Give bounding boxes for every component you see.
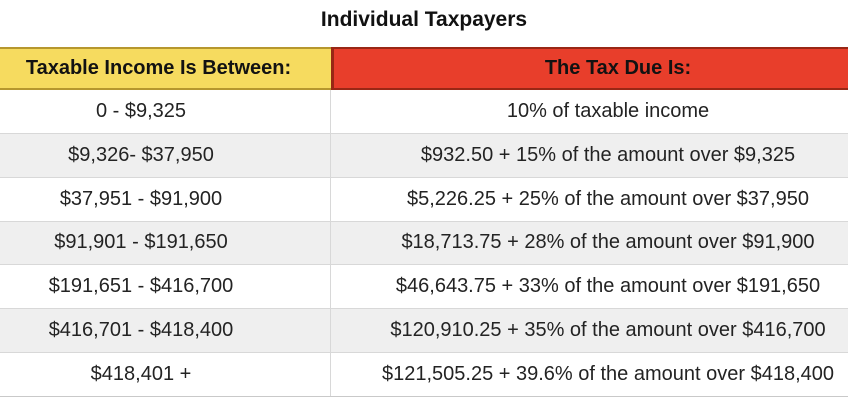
income-range-cell: $418,401 + bbox=[0, 353, 331, 396]
income-range-cell: $416,701 - $418,400 bbox=[0, 309, 331, 353]
header-tax-due: The Tax Due Is: bbox=[331, 47, 848, 90]
table-row: $91,901 - $191,650 $18,713.75 + 28% of t… bbox=[0, 221, 848, 266]
tax-brackets-table: Taxable Income Is Between: The Tax Due I… bbox=[0, 47, 848, 397]
table-row: $416,701 - $418,400 $120,910.25 + 35% of… bbox=[0, 309, 848, 354]
tax-due-cell: $18,713.75 + 28% of the amount over $91,… bbox=[401, 231, 815, 254]
income-range-cell: $91,901 - $191,650 bbox=[0, 221, 331, 265]
table-row: $418,401 + $121,505.25 + 39.6% of the am… bbox=[0, 353, 848, 397]
tax-due-cell: $932.50 + 15% of the amount over $9,325 bbox=[420, 143, 796, 166]
income-range-cell: $9,326- $37,950 bbox=[0, 133, 331, 177]
tax-due-cell: $46,643.75 + 33% of the amount over $191… bbox=[395, 275, 821, 298]
tax-due-cell: $121,505.25 + 39.6% of the amount over $… bbox=[381, 362, 835, 385]
header-taxable-income: Taxable Income Is Between: bbox=[0, 47, 331, 90]
tax-due-cell: $5,226.25 + 25% of the amount over $37,9… bbox=[407, 187, 809, 210]
table-body: 0 - $9,325 10% of taxable income $9,326-… bbox=[0, 90, 848, 397]
page-title: Individual Taxpayers bbox=[320, 8, 528, 31]
table-row: $9,326- $37,950 $932.50 + 15% of the amo… bbox=[0, 133, 848, 178]
income-range-cell: $37,951 - $91,900 bbox=[0, 177, 331, 221]
table-row: $37,951 - $91,900 $5,226.25 + 25% of the… bbox=[0, 177, 848, 222]
tax-due-cell: 10% of taxable income bbox=[506, 99, 710, 122]
tax-due-cell: $120,910.25 + 35% of the amount over $41… bbox=[390, 319, 826, 342]
table-header-row: Taxable Income Is Between: The Tax Due I… bbox=[0, 47, 848, 90]
income-range-cell: 0 - $9,325 bbox=[0, 90, 331, 133]
income-range-cell: $191,651 - $416,700 bbox=[0, 265, 331, 309]
table-row: $191,651 - $416,700 $46,643.75 + 33% of … bbox=[0, 265, 848, 310]
table-row: 0 - $9,325 10% of taxable income bbox=[0, 90, 848, 134]
